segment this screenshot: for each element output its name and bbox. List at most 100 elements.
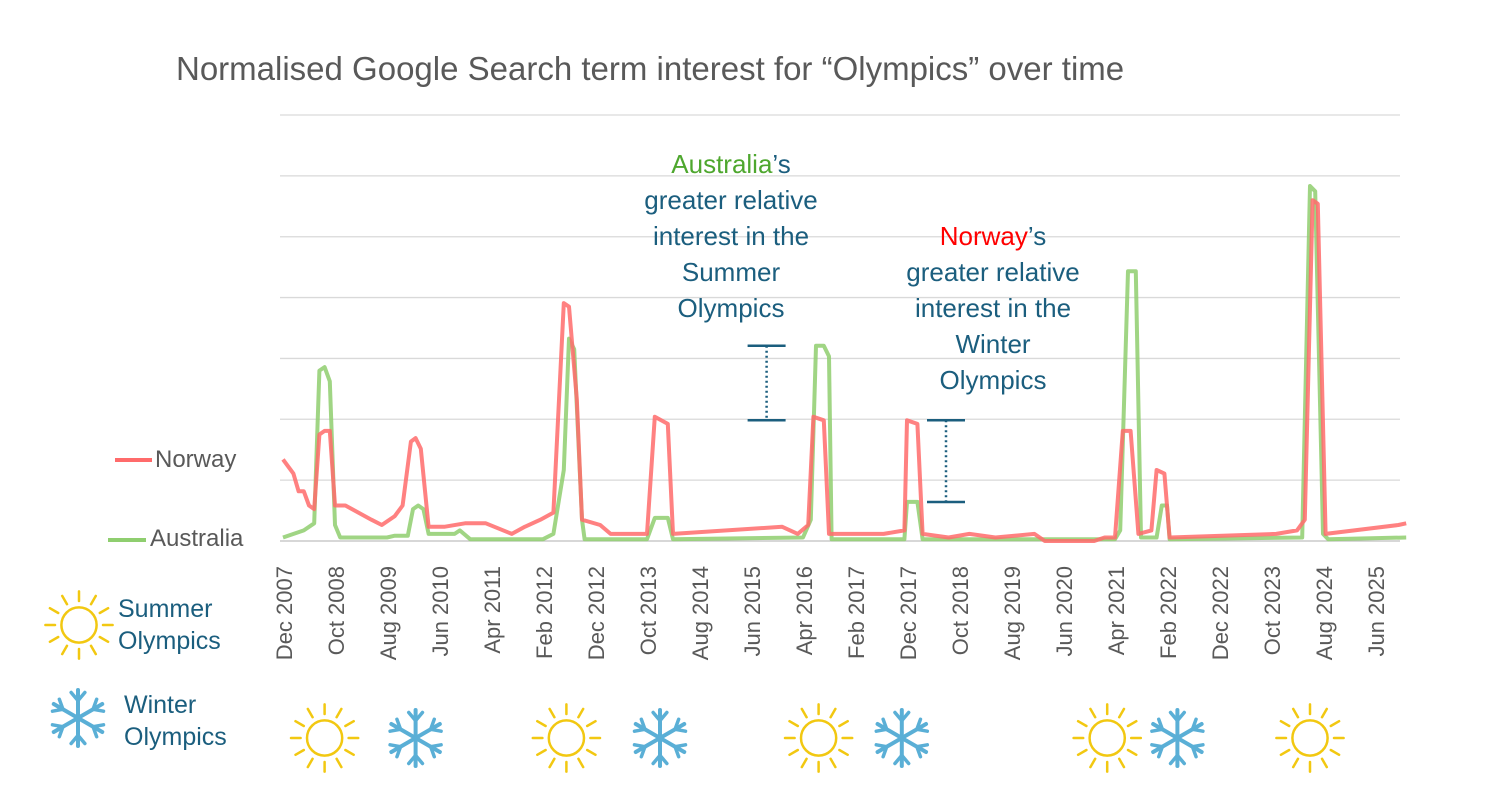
x-tick-label: Jun 2015	[740, 566, 765, 657]
snowflake-branch	[428, 717, 437, 732]
snowflake-branch	[91, 723, 106, 729]
sun-ray	[306, 757, 314, 769]
annotation-highlight: Norway	[939, 221, 1028, 251]
sun-ray	[1076, 748, 1088, 757]
legend-winter: Winter Olympics	[124, 689, 227, 753]
snowflake-icon	[50, 688, 106, 748]
sun-ray	[536, 719, 547, 728]
sun-ray	[1126, 719, 1138, 728]
snowflake-branch	[57, 724, 65, 739]
sun-ray	[800, 707, 808, 719]
sun-ray	[294, 719, 306, 728]
series-line-australia	[282, 184, 1407, 542]
snowflake-icon	[632, 708, 688, 768]
x-tick-label: Jun 2020	[1052, 566, 1077, 657]
x-tick-label: Dec 2007	[272, 566, 297, 660]
annotation-suffix: ’s	[772, 149, 791, 179]
snowflake-branch	[658, 753, 669, 766]
snowflake-arm	[1151, 736, 1180, 754]
sun-ray	[800, 757, 808, 769]
sun-ray	[838, 748, 849, 757]
snowflake-arm	[658, 736, 687, 754]
sun-ray	[838, 719, 849, 728]
sun-ray	[585, 719, 597, 728]
sun-ray	[536, 748, 547, 757]
sun-ray	[1291, 707, 1300, 719]
sun-ray	[788, 719, 800, 728]
sun-ray	[829, 707, 837, 719]
snowflake-arm	[1151, 722, 1180, 740]
sun-ray	[60, 644, 69, 656]
snowflake-arm	[51, 716, 80, 734]
chart-title: Normalised Google Search term interest f…	[176, 50, 1125, 87]
snowflake-arm	[1175, 736, 1204, 754]
snowflake-arm	[899, 736, 929, 754]
difference-bracket	[747, 344, 786, 422]
snowflake-branch	[76, 733, 87, 746]
snowflake-branch	[428, 743, 443, 749]
annotation-suffix: ’s	[1027, 221, 1047, 251]
sun-disc	[1291, 719, 1329, 757]
snowflake-arm	[76, 716, 105, 734]
snowflake-arm	[899, 722, 929, 740]
sun-ray	[577, 707, 585, 719]
snowflake-arm	[51, 702, 80, 720]
sun-ray	[1279, 719, 1291, 728]
snowflake-branch	[1190, 743, 1205, 749]
sun-icon	[1275, 703, 1345, 773]
sun-ray	[294, 748, 306, 757]
snowflake-branch	[50, 707, 65, 713]
annotation-line: Olympics	[677, 293, 785, 323]
x-tick-label: Oct 2013	[636, 566, 661, 655]
series-label-norway: Norway	[155, 446, 237, 473]
x-tick-label: Feb 2012	[532, 566, 557, 659]
sun-ray	[788, 748, 800, 757]
snowflake-arm	[76, 702, 105, 720]
snowflake-arm	[633, 722, 662, 740]
sun-ray	[335, 757, 343, 769]
sun-disc	[60, 606, 98, 644]
legend-winter-line: Winter	[124, 691, 197, 719]
x-tick-label: Aug 2014	[688, 566, 713, 660]
x-tick-label: Oct 2018	[948, 566, 973, 655]
annotation-highlight: Australia	[671, 149, 773, 179]
sun-ray	[1320, 707, 1329, 719]
snowflake-branch	[651, 710, 662, 723]
x-tick-label: Jun 2025	[1364, 566, 1389, 657]
legend-summer-line: Olympics	[118, 627, 221, 655]
sun-disc	[305, 719, 344, 757]
annotation-norway: Norway’s greater relative interest in th…	[873, 218, 1113, 398]
sun-icon	[289, 703, 360, 773]
snowflake-branch	[673, 717, 681, 732]
x-tick-label: Aug 2024	[1312, 566, 1337, 660]
difference-bracket	[927, 419, 965, 504]
annotation-line: greater relative	[906, 257, 1080, 287]
sun-ray	[1117, 757, 1126, 769]
sun-ray	[89, 644, 98, 656]
sun-ray	[98, 606, 110, 615]
sun-ray	[89, 594, 98, 606]
sun-ray	[306, 707, 314, 719]
x-tick-label: Dec 2022	[1208, 566, 1233, 660]
sun-ray	[585, 748, 597, 757]
sun-ray	[1291, 757, 1300, 769]
snowflake-branch	[91, 697, 99, 712]
x-tick-label: Aug 2009	[376, 566, 401, 660]
snowflake-branch	[406, 710, 418, 723]
annotation-australia: Australia’s greater relative interest in…	[611, 146, 851, 326]
snowflake-icon	[388, 708, 443, 768]
sun-ray	[1329, 748, 1341, 757]
snowflake-branch	[893, 710, 904, 723]
annotation-line: Summer	[681, 257, 781, 287]
snowflake-icon	[1150, 708, 1205, 768]
snowflake-branch	[900, 753, 911, 766]
sun-disc	[1088, 719, 1127, 757]
sun-ray	[548, 707, 556, 719]
x-tick-label: Oct 2023	[1260, 566, 1285, 655]
snowflake-branch	[1156, 744, 1165, 759]
sun-icon	[1072, 703, 1143, 773]
legend-summer-line: Summer	[118, 595, 213, 623]
sun-icon	[44, 590, 114, 660]
x-tick-label: Jun 2010	[428, 566, 453, 657]
